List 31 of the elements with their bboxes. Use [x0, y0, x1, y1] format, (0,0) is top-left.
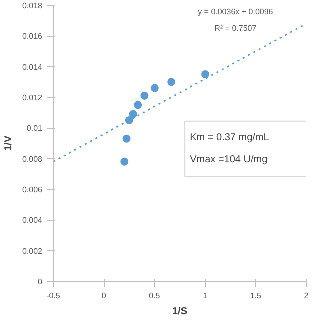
point — [168, 78, 176, 86]
x-axis-title: 1/S — [172, 306, 188, 318]
y-tick-label: 0.008 — [22, 154, 44, 164]
y-tick-label: 0.004 — [22, 216, 44, 226]
annotation: Km = 0.37 mg/mL — [190, 132, 270, 144]
y-tick-label: 0.016 — [22, 32, 44, 42]
point — [120, 158, 129, 166]
y-tick-label: 0.014 — [22, 62, 44, 72]
x-tick-label: 1 — [203, 292, 208, 300]
y-tick-label: 0.012 — [22, 94, 44, 102]
y-tick-label: 0.006 — [22, 186, 44, 194]
y-tick-label: 0 — [38, 278, 44, 286]
x-tick-label: 0 — [102, 292, 107, 300]
annotation: y = 0.0036x + 0.0096 — [198, 8, 274, 17]
point — [125, 116, 134, 124]
point — [202, 70, 210, 78]
x-tick-label: -0.5 — [46, 292, 61, 300]
annotation: Vmax =104 U/mg — [190, 154, 268, 166]
x-tick-label: 1.5 — [250, 292, 262, 300]
y-tick-label: 0.01 — [26, 124, 44, 134]
point — [150, 84, 159, 92]
y-tick-label: 0.002 — [22, 246, 44, 256]
point — [122, 134, 131, 143]
point — [134, 101, 142, 110]
x-tick-label: 0.5 — [149, 292, 161, 300]
x-tick-label: 2 — [304, 292, 310, 300]
point — [129, 110, 138, 118]
y-tick-label: 0.018 — [22, 2, 44, 10]
point — [140, 92, 149, 100]
annotation: R² = 0.7507 — [214, 24, 258, 34]
y-axis-title: 1/V — [3, 136, 14, 152]
